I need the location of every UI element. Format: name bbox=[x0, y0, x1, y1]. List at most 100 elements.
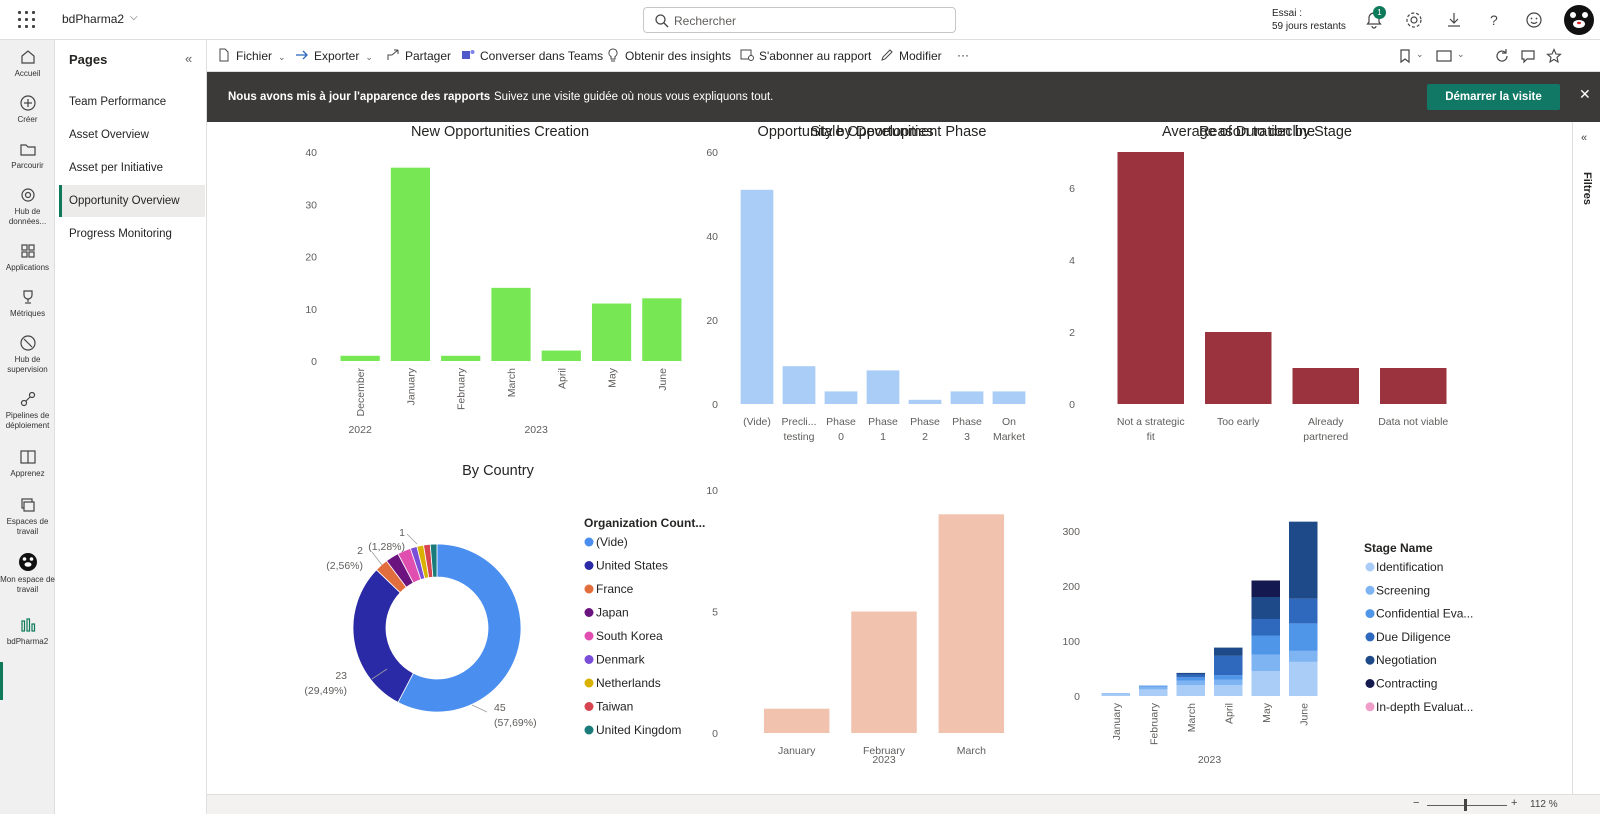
page-item-opportunity-overview[interactable]: Opportunity Overview bbox=[59, 185, 205, 217]
legend-label: Due Diligence bbox=[1376, 630, 1451, 644]
rail-item-my-workspace[interactable]: Mon espace de travail bbox=[0, 552, 55, 595]
bar bbox=[950, 391, 984, 404]
bar bbox=[763, 708, 830, 733]
x-tick-label: Market bbox=[993, 431, 1025, 443]
rail-item-workspaces[interactable]: Espaces de travail bbox=[0, 496, 55, 537]
refresh-icon[interactable] bbox=[1494, 48, 1510, 64]
gear-icon[interactable] bbox=[1404, 10, 1424, 30]
plus-circle-icon bbox=[19, 95, 36, 111]
filters-pane[interactable]: « Filtres bbox=[1572, 122, 1600, 794]
download-icon[interactable] bbox=[1444, 10, 1464, 30]
legend-label: Identification bbox=[1376, 560, 1443, 574]
data-label-value: 45 bbox=[494, 702, 506, 714]
teams-chat-button[interactable]: Converser dans Teams bbox=[461, 48, 603, 63]
bar bbox=[938, 514, 1005, 733]
y-tick-label: 30 bbox=[305, 199, 317, 211]
help-icon[interactable]: ? bbox=[1484, 10, 1504, 30]
stacked-bar-segment bbox=[1214, 679, 1243, 685]
rail-item-bdpharma2[interactable]: bdPharma2 bbox=[0, 616, 55, 647]
rail-item-data-hub[interactable]: Hub de données... bbox=[0, 186, 55, 227]
x-group-label: 2023 bbox=[872, 754, 896, 766]
rail-label: bdPharma2 bbox=[6, 637, 49, 646]
rail-item-metrics[interactable]: Métriques bbox=[0, 288, 55, 319]
view-icon[interactable] bbox=[1435, 48, 1453, 64]
bar bbox=[491, 287, 531, 361]
update-banner: Nous avons mis à jour l'apparence des ra… bbox=[207, 72, 1600, 122]
bar bbox=[642, 298, 682, 361]
y-tick-label: 10 bbox=[305, 304, 317, 316]
rail-label: Parcourir bbox=[11, 161, 44, 170]
y-tick-label: 0 bbox=[311, 356, 317, 368]
rail-label: Créer bbox=[17, 115, 38, 124]
x-tick-label: Data not viable bbox=[1378, 416, 1448, 428]
app-launcher-icon[interactable] bbox=[18, 11, 36, 29]
notification-badge: 1 bbox=[1373, 6, 1386, 19]
start-tour-button[interactable]: Démarrer la visite bbox=[1427, 84, 1560, 110]
page-item-team-performance[interactable]: Team Performance bbox=[69, 96, 167, 108]
file-menu-button[interactable]: Fichier ⌄ bbox=[217, 48, 286, 63]
collapse-pane-icon[interactable]: « bbox=[185, 51, 193, 66]
lightbulb-icon bbox=[608, 48, 618, 62]
bookmark-icon[interactable] bbox=[1397, 48, 1413, 64]
chevron-down-icon[interactable]: ⌄ bbox=[1457, 49, 1465, 59]
x-tick-label: 2 bbox=[922, 431, 928, 443]
workspace-name[interactable]: bdPharma2 bbox=[62, 12, 125, 26]
rail-label: Hub de données... bbox=[8, 207, 47, 226]
page-item-asset-overview[interactable]: Asset Overview bbox=[69, 129, 149, 141]
bar bbox=[866, 370, 900, 404]
chevron-down-icon[interactable]: ⌄ bbox=[1416, 49, 1424, 59]
legend-marker bbox=[1365, 562, 1375, 572]
comment-icon[interactable] bbox=[1520, 48, 1536, 64]
feedback-smiley-icon[interactable] bbox=[1524, 10, 1544, 30]
insights-label: Obtenir des insights bbox=[625, 49, 732, 63]
legend-marker bbox=[1365, 585, 1375, 595]
rail-item-monitoring-hub[interactable]: Hub de supervision bbox=[0, 334, 55, 375]
page-item-asset-per-initiative[interactable]: Asset per Initiative bbox=[69, 162, 163, 174]
chevron-down-icon[interactable]: ⌵ bbox=[130, 12, 138, 23]
expand-filters-icon[interactable]: « bbox=[1581, 132, 1588, 144]
rail-label: Mon espace de travail bbox=[0, 575, 55, 594]
chart-title: Opportunity by Development Phase bbox=[758, 124, 987, 140]
page-item-progress-monitoring[interactable]: Progress Monitoring bbox=[69, 228, 172, 240]
zoom-in-button[interactable]: + bbox=[1511, 797, 1518, 809]
y-tick-label: 0 bbox=[712, 728, 718, 740]
trial-line-1: Essai : bbox=[1272, 8, 1303, 19]
bar bbox=[441, 355, 481, 361]
search-input[interactable]: Rechercher bbox=[643, 7, 956, 33]
bar bbox=[851, 611, 917, 733]
edit-button[interactable]: Modifier bbox=[880, 48, 942, 63]
export-menu-button[interactable]: Exporter ⌄ bbox=[295, 48, 373, 63]
zoom-out-button[interactable]: − bbox=[1413, 797, 1420, 809]
stacked-bar-segment bbox=[1176, 677, 1205, 681]
zoom-slider[interactable] bbox=[1427, 805, 1507, 806]
bar bbox=[1205, 332, 1272, 404]
legend-marker bbox=[1365, 679, 1375, 688]
rail-item-browse[interactable]: Parcourir bbox=[0, 140, 55, 171]
file-label: Fichier bbox=[236, 49, 273, 63]
charts-svg: New Opportunities Creation010203040Decem… bbox=[304, 124, 1473, 766]
more-options-button[interactable]: ··· bbox=[957, 48, 969, 62]
user-avatar[interactable] bbox=[1564, 5, 1594, 35]
close-icon[interactable]: ✕ bbox=[1579, 86, 1591, 102]
rail-item-apps[interactable]: Applications bbox=[0, 242, 55, 273]
rail-label: Hub de supervision bbox=[7, 355, 48, 374]
legend-label: United States bbox=[596, 559, 668, 573]
zoom-slider-thumb[interactable] bbox=[1464, 799, 1467, 811]
legend-marker bbox=[584, 537, 594, 547]
rail-item-create[interactable]: Créer bbox=[0, 94, 55, 125]
bar bbox=[390, 167, 431, 361]
x-tick-label: Already bbox=[1308, 416, 1344, 428]
stacked-bar-segment bbox=[1251, 654, 1280, 672]
export-arrow-icon bbox=[296, 50, 308, 60]
subscribe-button[interactable]: S'abonner au rapport bbox=[740, 48, 871, 63]
y-tick-label: 200 bbox=[1062, 581, 1080, 593]
rail-item-learn[interactable]: Apprenez bbox=[0, 448, 55, 479]
rail-item-home[interactable]: Accueil bbox=[0, 48, 55, 79]
favorite-star-icon[interactable] bbox=[1546, 48, 1562, 64]
y-tick-label: 5 bbox=[712, 607, 718, 619]
insights-button[interactable]: Obtenir des insights bbox=[606, 48, 731, 63]
rail-item-deployment-pipelines[interactable]: Pipelines de déploiement bbox=[0, 390, 55, 431]
share-button[interactable]: Partager bbox=[386, 48, 451, 63]
stacked-bar-segment bbox=[1176, 674, 1205, 678]
bar bbox=[340, 355, 380, 361]
